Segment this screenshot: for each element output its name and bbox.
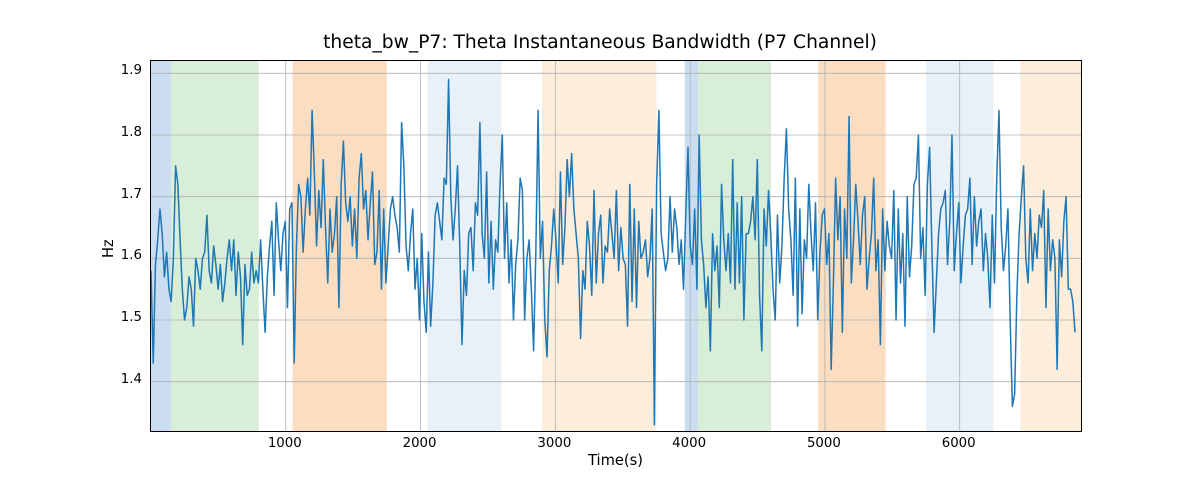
ytick-label: 1.6 [121,248,142,263]
xtick-label: 4000 [671,436,707,451]
background-span [151,61,171,431]
plot-svg [151,61,1081,431]
background-span [171,61,259,431]
ytick-label: 1.4 [121,372,142,387]
figure: theta_bw_P7: Theta Instantaneous Bandwid… [0,0,1200,500]
y-axis-label: Hz [100,239,117,258]
ytick-label: 1.5 [121,310,142,325]
ytick-label: 1.8 [121,125,142,140]
chart-title: theta_bw_P7: Theta Instantaneous Bandwid… [0,32,1200,53]
ytick-label: 1.9 [121,63,142,78]
xtick-label: 1000 [267,436,303,451]
x-axis-label: Time(s) [588,452,643,469]
xtick-label: 6000 [941,436,977,451]
plot-area [150,60,1082,432]
ytick-label: 1.7 [121,187,142,202]
xtick-label: 3000 [536,436,572,451]
xtick-label: 5000 [806,436,842,451]
xtick-label: 2000 [402,436,438,451]
